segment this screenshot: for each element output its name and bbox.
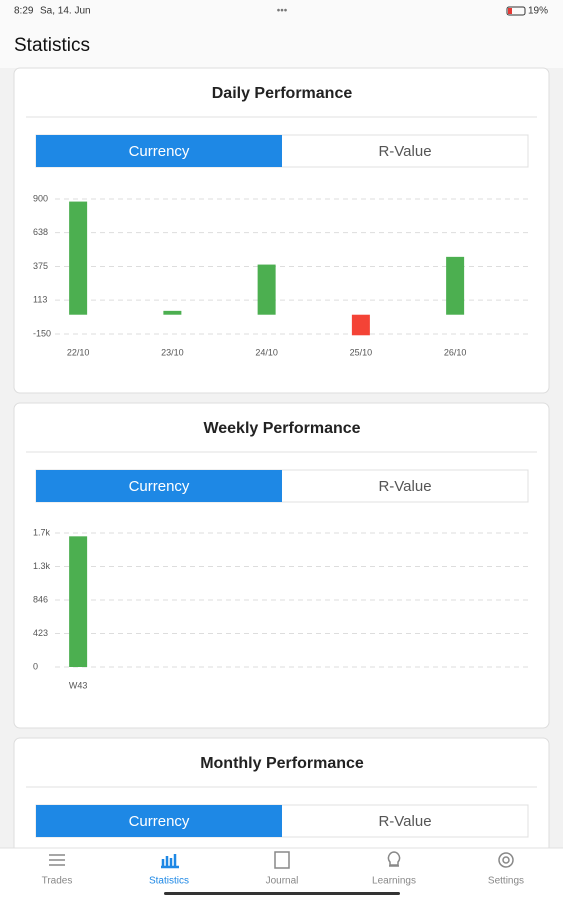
top-bar [0,0,563,68]
y-tick-label: 0 [33,661,38,671]
toggle-option[interactable]: Currency [129,143,190,160]
nav-labels: Trades Statistics Journal Learnings Settings [42,876,524,887]
toggle-active[interactable] [36,470,282,502]
y-tick-label: 113 [33,295,47,305]
y-tick-label: 375 [33,261,48,271]
y-tick-label: -150 [33,328,51,338]
y-tick-label: 1.3k [33,561,51,571]
y-tick-label: 846 [33,594,48,604]
y-tick-label: 1.7k [33,527,51,537]
y-tick-label: 423 [33,628,48,638]
bar [351,314,370,336]
bar [446,256,465,315]
x-tick-label: 24/10 [255,347,278,357]
content: Daily Performance Currency R-Value Weekly P… [26,85,537,838]
status-dots: ••• [277,6,288,17]
nav-item[interactable]: Settings [488,876,524,887]
card-title: Daily Performance [212,85,353,102]
icon-learnings [387,851,401,867]
toggle-active[interactable] [36,805,282,837]
status-time: 8:29 [14,6,34,17]
home-indicator [164,892,400,895]
bar [69,536,88,667]
icon-journal [274,851,290,869]
icon-settings [498,852,514,868]
toggle-option[interactable]: Currency [129,813,190,830]
icon-statistics [161,854,179,869]
y-tick-label: 900 [33,193,48,203]
toggle-option[interactable]: Currency [129,478,190,495]
battery-icon [506,6,526,16]
bar [257,264,276,315]
nav-item[interactable]: Journal [266,876,299,887]
toggle-option[interactable]: R-Value [378,478,431,495]
x-tick-label: 26/10 [444,347,467,357]
nav-item[interactable]: Statistics [149,876,189,887]
icon-trades [49,854,65,866]
x-tick-label: 22/10 [67,347,90,357]
status-date: Sa, 14. Jun [40,6,91,17]
bottom-nav [0,848,563,900]
page-title: Statistics [14,35,90,56]
bar [69,201,88,315]
x-tick-label: 25/10 [350,347,373,357]
x-tick-label: W43 [69,680,88,690]
x-tick-label: 23/10 [161,347,184,357]
nav-item[interactable]: Learnings [372,876,416,887]
nav-item[interactable]: Trades [42,876,73,887]
battery-level [508,8,512,14]
card-title: Weekly Performance [203,420,360,437]
bar [163,310,182,315]
icon-settings-center [502,856,510,864]
nav-icons [49,851,514,869]
card-title: Monthly Performance [200,755,364,772]
y-tick-label: 638 [33,227,48,237]
toggle-active[interactable] [36,135,282,167]
toggle-option[interactable]: R-Value [378,143,431,160]
toggle-option[interactable]: R-Value [378,813,431,830]
status-battery: 19% [528,6,548,17]
